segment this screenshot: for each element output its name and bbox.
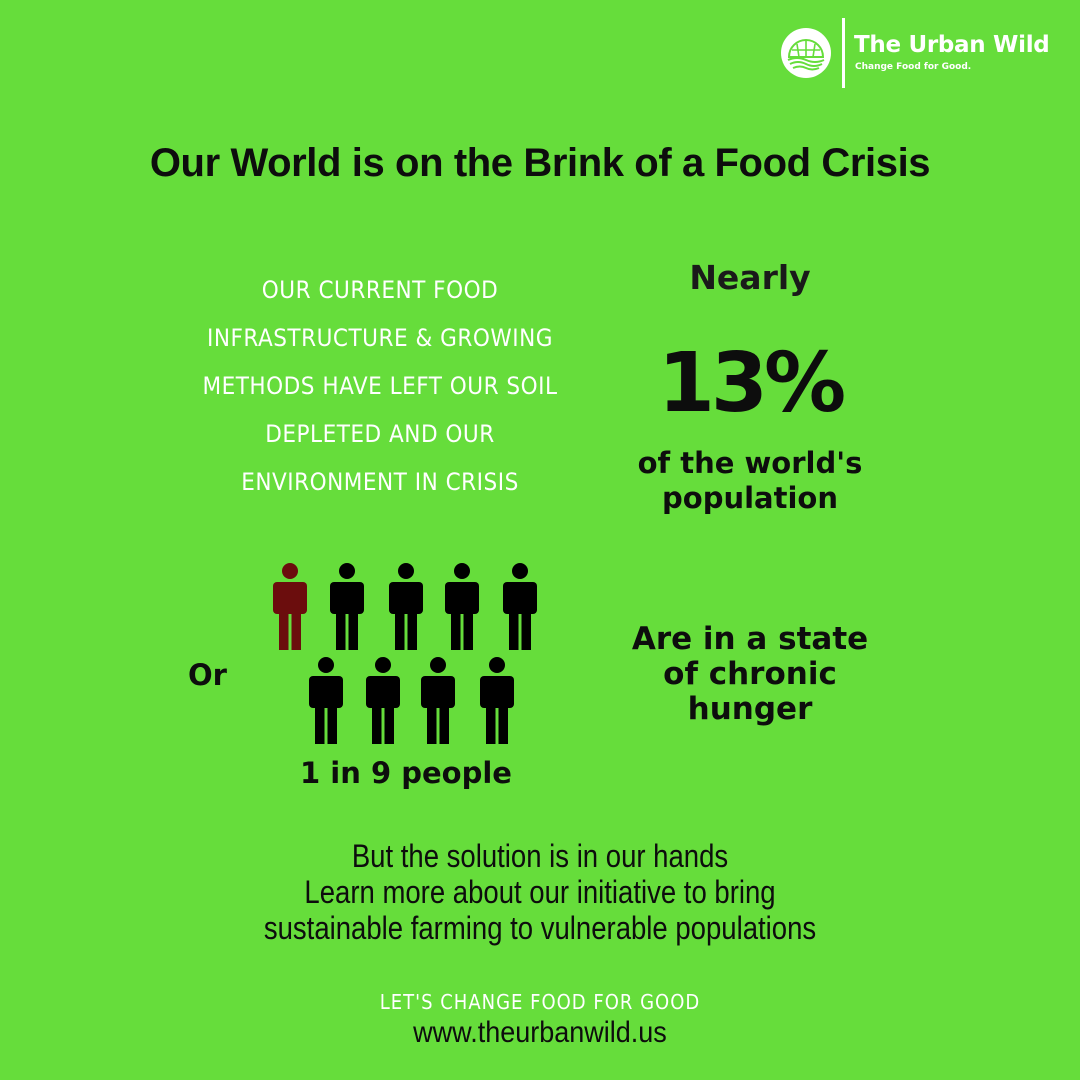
stat-chronic-hunger: Are in a state of chronic hunger xyxy=(631,621,869,727)
people-ratio-label: 1 in 9 people xyxy=(300,756,512,790)
person-icon xyxy=(366,657,400,744)
headline: Our World is on the Brink of a Food Cris… xyxy=(149,141,931,185)
cta-text: Let's change food for good xyxy=(379,990,701,1014)
brand-divider xyxy=(842,18,845,88)
farm-dome-logo xyxy=(781,28,831,78)
stat-percent: 13% xyxy=(657,336,846,431)
person-icon xyxy=(330,563,364,650)
solution-text: But the solution is in our hands Learn m… xyxy=(196,838,884,946)
brand-name: The Urban Wild xyxy=(854,32,1050,58)
person-icon xyxy=(503,563,537,650)
brand-tagline: Change Food for Good. xyxy=(855,62,972,72)
person-icon xyxy=(445,563,479,650)
solution-line: But the solution is in our hands xyxy=(351,838,729,874)
brand-header: The Urban Wild Change Food for Good. xyxy=(780,18,1070,90)
website-link[interactable]: www.theurbanwild.us xyxy=(413,1016,667,1049)
or-label: Or xyxy=(188,658,227,692)
solution-line: sustainable farming to vulnerable popula… xyxy=(263,910,817,946)
stat-nearly: Nearly xyxy=(689,258,811,297)
person-icon xyxy=(480,657,514,744)
stat-population-label: of the world's population xyxy=(637,446,863,515)
person-icon xyxy=(421,657,455,744)
body-text: Our current food infrastructure & growin… xyxy=(202,276,558,496)
solution-line: Learn more about our initiative to bring xyxy=(304,874,776,910)
person-icon xyxy=(273,563,307,650)
person-icon xyxy=(309,657,343,744)
person-icon xyxy=(389,563,423,650)
